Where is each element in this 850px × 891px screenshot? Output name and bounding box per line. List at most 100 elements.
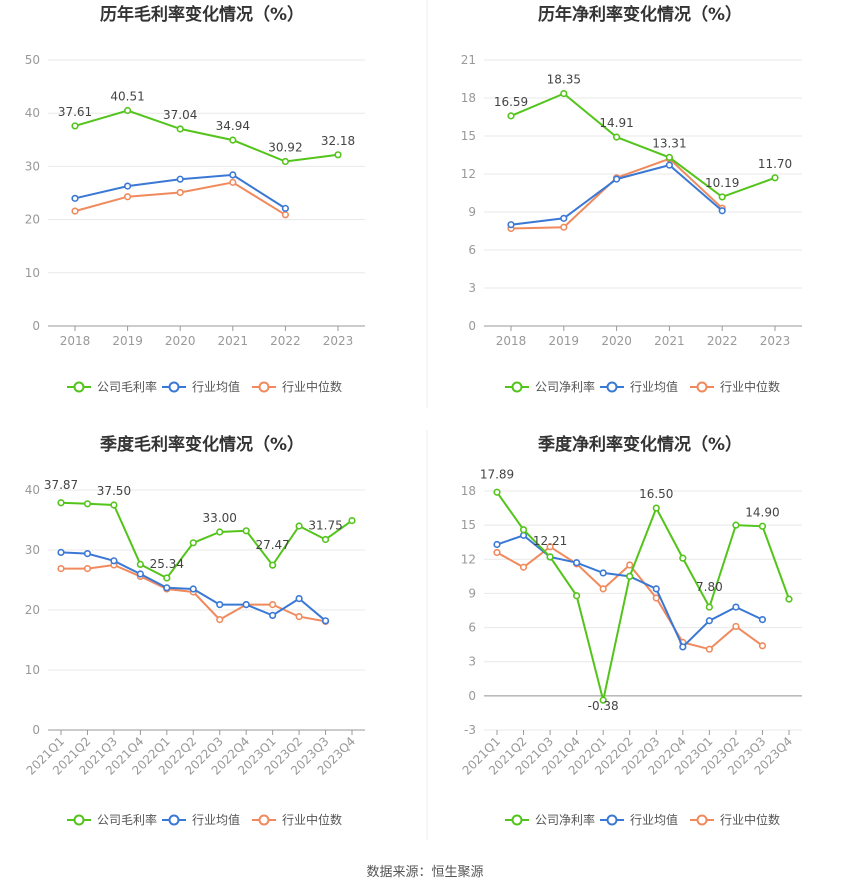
data-point (176, 175, 184, 183)
data-point (599, 585, 607, 593)
data-point (269, 561, 277, 569)
data-point (57, 548, 65, 557)
data-point (705, 645, 713, 653)
data-point (665, 153, 674, 162)
data-point (123, 193, 132, 201)
y-tick-label: 0 (32, 723, 40, 737)
legend-item-1[interactable]: 行业均值 (600, 812, 678, 827)
data-point (612, 175, 621, 183)
data-point (189, 539, 197, 547)
legend-swatch-marker (511, 381, 523, 393)
legend-item-0[interactable]: 公司毛利率 (67, 812, 157, 827)
data-point (83, 500, 92, 508)
data-point (242, 527, 250, 535)
data-point (295, 612, 303, 621)
x-tick-label: 2022 (270, 334, 301, 348)
legend-item-2[interactable]: 行业中位数 (252, 379, 342, 394)
data-point (493, 540, 501, 549)
legend-item-1[interactable]: 行业均值 (162, 379, 240, 394)
series-line-0 (510, 92, 776, 199)
data-label: 30.92 (268, 141, 302, 155)
data-point (321, 617, 330, 625)
legend-item-2[interactable]: 行业中位数 (690, 812, 780, 827)
y-tick-label: 6 (468, 243, 476, 257)
data-point (519, 563, 528, 571)
data-point (758, 616, 767, 624)
legend-label: 行业均值 (192, 379, 240, 394)
data-point (652, 585, 660, 593)
data-point (507, 112, 515, 120)
y-tick-label: 10 (25, 663, 40, 677)
data-label: 14.90 (745, 505, 779, 519)
legend-item-0[interactable]: 公司毛利率 (67, 379, 157, 394)
legend-swatch-marker (606, 814, 618, 826)
chart-0: 历年毛利率变化情况（%） 0 10 20 30 40 50 2018 2019 2020 2021 2… (25, 4, 365, 394)
data-point (189, 585, 197, 593)
data-label: 7.80 (696, 580, 723, 594)
data-point (573, 559, 581, 567)
data-label: 13.31 (652, 136, 686, 150)
data-point (229, 136, 237, 144)
data-label: 27.47 (255, 538, 289, 552)
data-point (163, 584, 171, 592)
y-tick-label: 15 (461, 518, 476, 532)
legend-item-2[interactable]: 行业中位数 (252, 812, 342, 827)
legend-item-2[interactable]: 行业中位数 (690, 379, 780, 394)
data-point (216, 528, 224, 536)
data-point (560, 214, 568, 222)
y-tick-label: 12 (461, 552, 476, 566)
legend-item-0[interactable]: 公司净利率 (505, 812, 595, 827)
data-point (295, 522, 303, 530)
data-label: 33.00 (203, 511, 237, 525)
x-tick-label: 2020 (165, 334, 196, 348)
data-label: 32.18 (321, 134, 355, 148)
data-point (71, 207, 79, 215)
data-point (163, 574, 171, 582)
data-point (83, 564, 92, 573)
y-tick-label: -3 (464, 723, 476, 737)
legend-item-0[interactable]: 公司净利率 (505, 379, 595, 394)
chart-1: 历年净利率变化情况（%） 0 3 6 9 12 15 18 21 2018 2019 2020 2021… (461, 4, 802, 394)
x-tick-label: 2023 (323, 334, 354, 348)
data-point (348, 516, 356, 525)
data-label: 37.04 (163, 108, 197, 122)
data-point (519, 531, 528, 539)
data-label: -0.38 (588, 699, 619, 713)
legend-item-1[interactable]: 行业均值 (600, 379, 678, 394)
data-point (493, 548, 501, 557)
data-point (652, 504, 660, 512)
legend-item-1[interactable]: 行业均值 (162, 812, 240, 827)
data-point (242, 600, 250, 609)
legend-label: 行业中位数 (720, 379, 780, 394)
data-point (281, 157, 290, 166)
legend-label: 公司毛利率 (97, 812, 157, 827)
data-point (679, 643, 687, 651)
legend-swatch-marker (606, 381, 618, 393)
data-point (269, 611, 277, 620)
legend-swatch-marker (258, 814, 270, 826)
y-tick-label: 0 (32, 319, 40, 333)
legend-label: 行业中位数 (282, 379, 342, 394)
data-label: 25.34 (150, 557, 184, 571)
legend-label: 公司毛利率 (97, 379, 157, 394)
data-label: 37.61 (58, 105, 92, 119)
chart-title: 历年毛利率变化情况（%） (100, 4, 304, 25)
x-tick-label: 2019 (112, 334, 143, 348)
data-point (732, 622, 740, 631)
series-line-0 (74, 109, 339, 163)
data-label: 31.75 (308, 519, 342, 533)
data-label: 14.91 (599, 116, 633, 130)
legend-label: 行业中位数 (282, 812, 342, 827)
x-tick-label: 2023 (760, 334, 791, 348)
data-point (546, 543, 554, 551)
data-label: 16.50 (639, 487, 673, 501)
data-label: 18.35 (547, 73, 581, 87)
y-tick-label: 18 (461, 91, 476, 105)
data-point (57, 564, 65, 573)
data-label: 12.21 (533, 534, 567, 548)
data-point (705, 617, 713, 625)
data-point (560, 223, 568, 231)
legend-label: 行业中位数 (720, 812, 780, 827)
data-point (110, 557, 118, 565)
series-line-2 (510, 157, 723, 230)
